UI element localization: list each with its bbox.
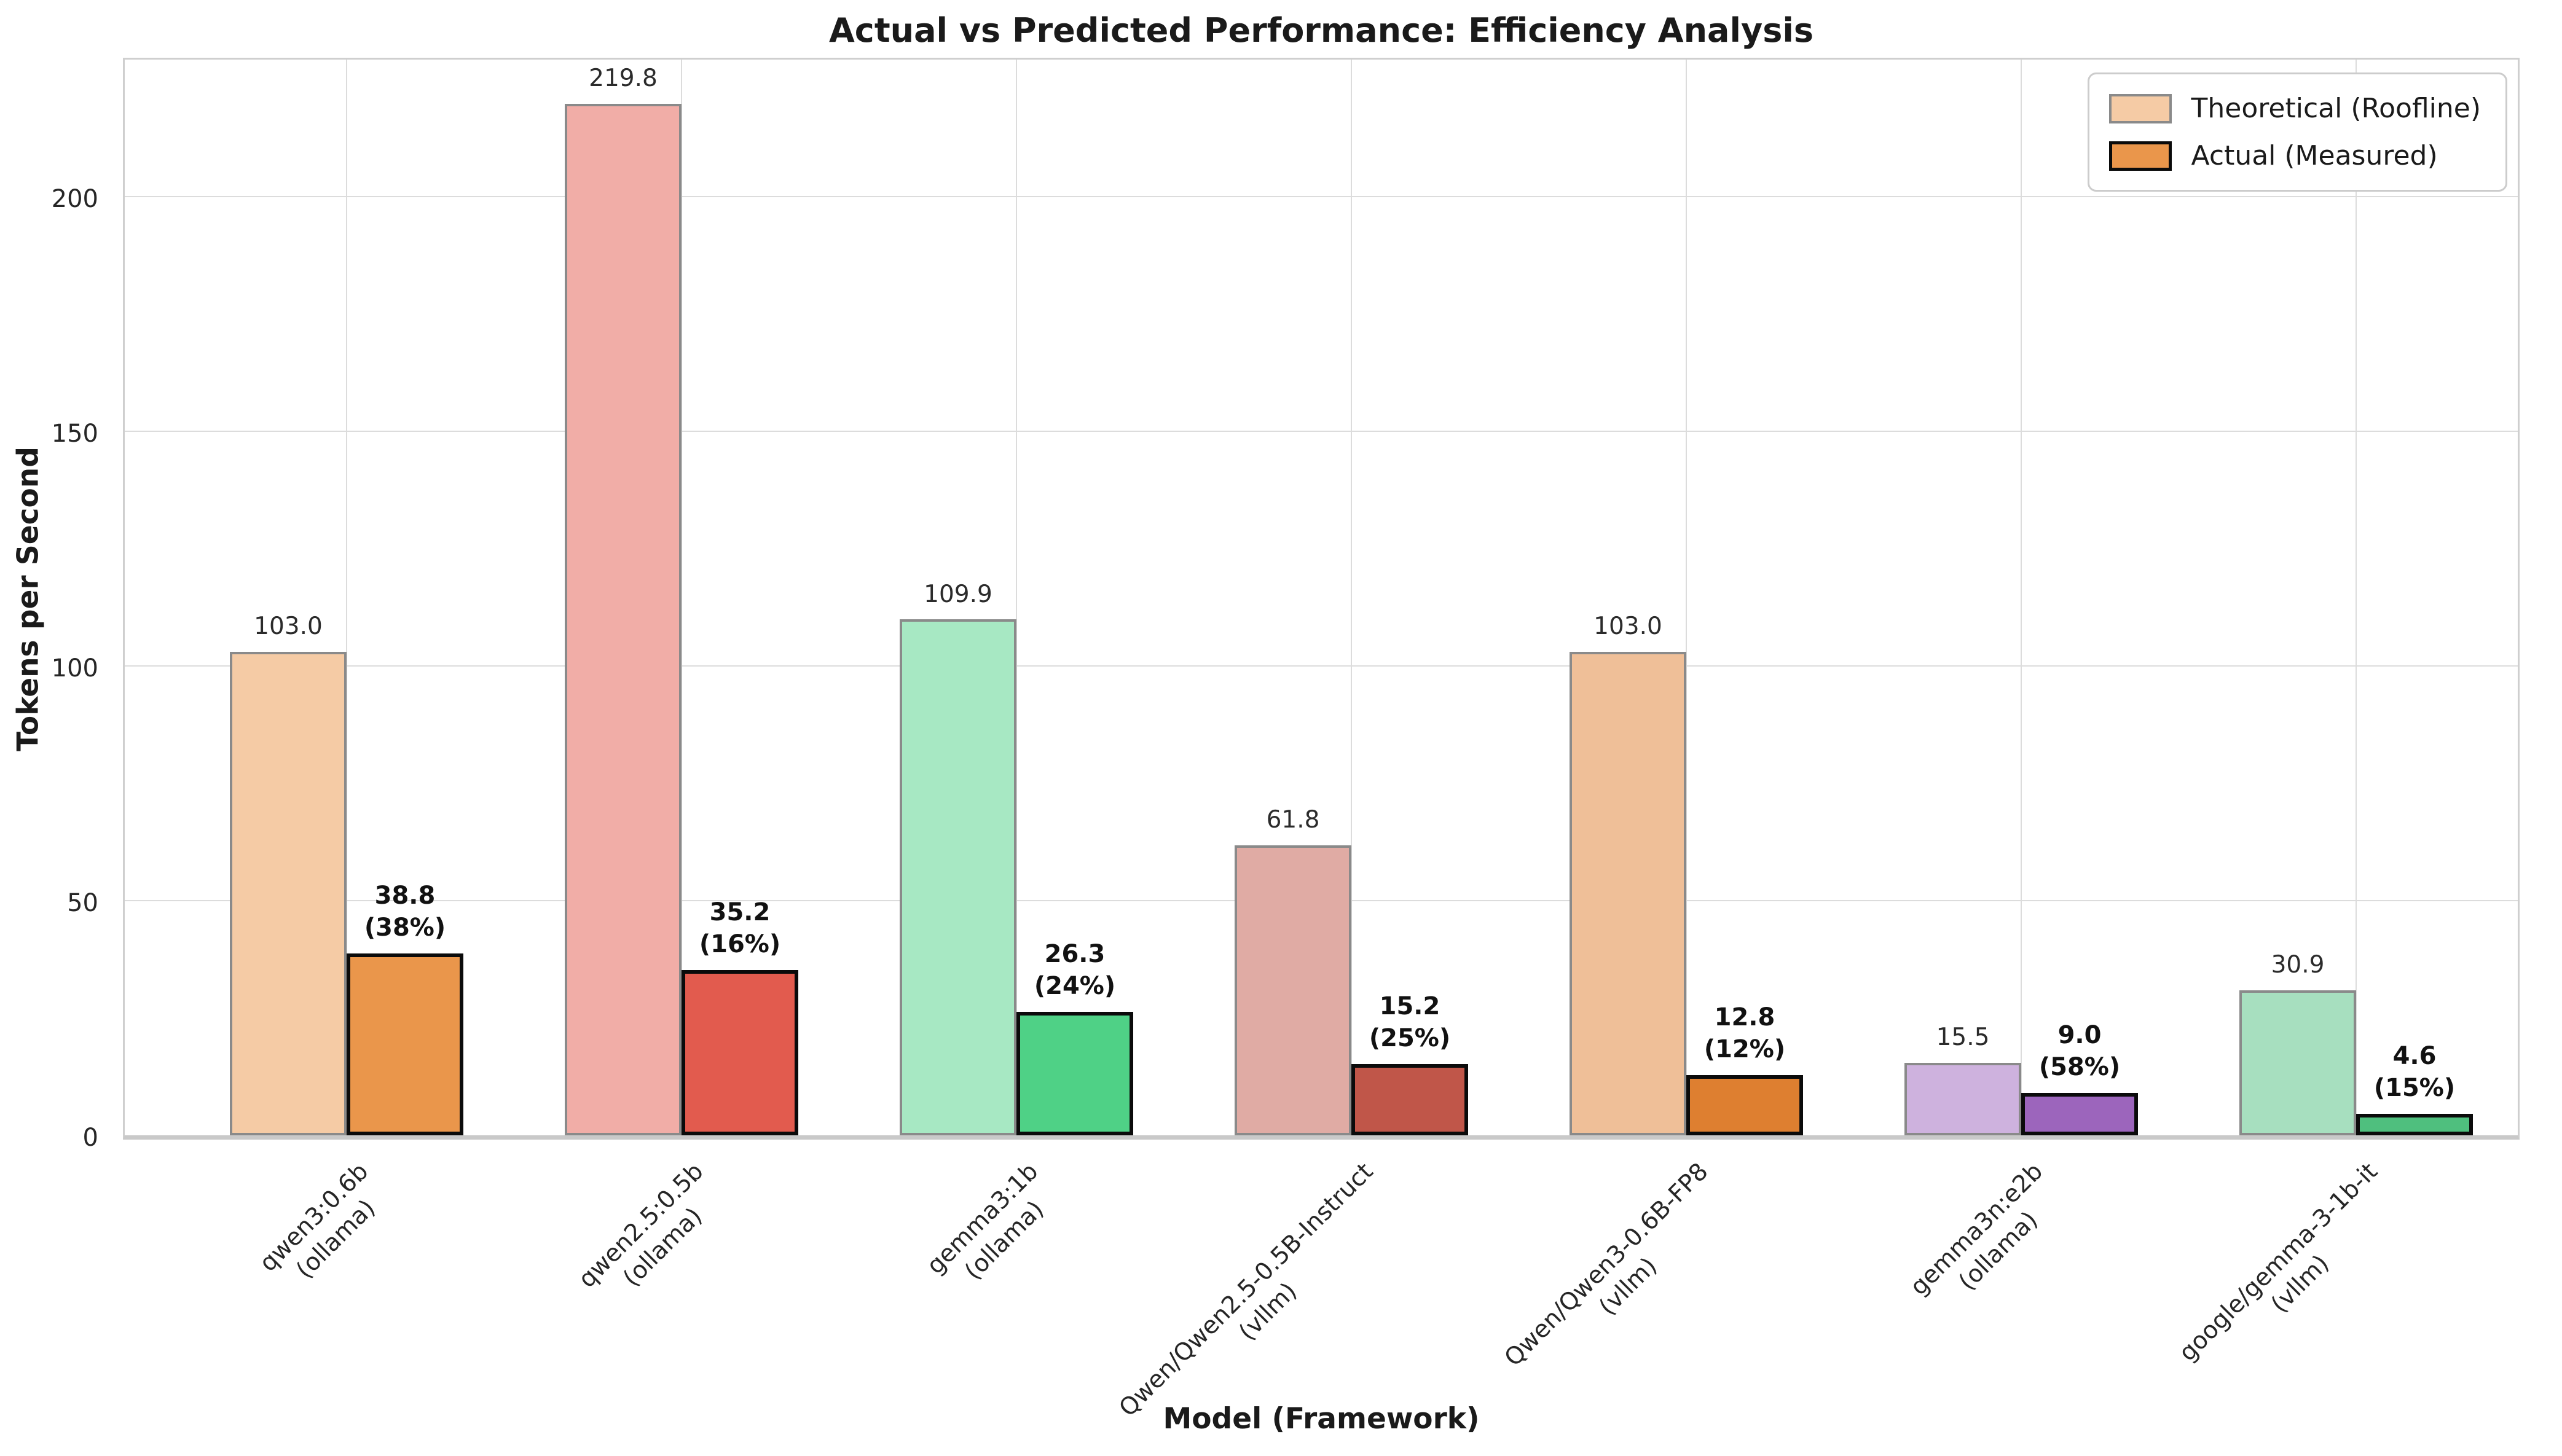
value-label-theoretical: 109.9 [924, 580, 992, 608]
bar-actual [1016, 1012, 1133, 1135]
y-axis-label: Tokens per Second [11, 447, 45, 751]
value-label-theoretical: 15.5 [1936, 1023, 1990, 1051]
bar-theoretical [2239, 990, 2356, 1135]
bar-actual [2021, 1093, 2138, 1135]
legend-label-theoretical: Theoretical (Roofline) [2191, 93, 2481, 124]
legend-item-theoretical: Theoretical (Roofline) [2108, 93, 2481, 124]
gridline-horizontal [125, 665, 2518, 667]
gridline-vertical [681, 60, 682, 1135]
y-tick-label: 150 [51, 420, 98, 448]
value-label-theoretical: 61.8 [1266, 806, 1320, 834]
value-label-theoretical: 103.0 [254, 613, 323, 641]
y-tick-label: 50 [67, 889, 98, 917]
bar-actual [1351, 1063, 1468, 1135]
value-label-actual: 26.3 (24%) [1034, 940, 1116, 1001]
gridline-horizontal [125, 196, 2518, 198]
legend: Theoretical (Roofline) Actual (Measured) [2087, 72, 2507, 192]
bar-actual [347, 953, 463, 1135]
gridline-vertical [2356, 60, 2357, 1135]
value-label-actual: 15.2 (25%) [1369, 992, 1451, 1052]
bar-theoretical [565, 103, 682, 1135]
legend-swatch-theoretical [2108, 93, 2172, 123]
legend-item-actual: Actual (Measured) [2108, 140, 2481, 171]
value-label-actual: 9.0 (58%) [2038, 1021, 2121, 1082]
x-tick-label: qwen3:0.6b (ollama) [254, 1157, 381, 1285]
value-label-actual: 38.8 (38%) [364, 881, 446, 942]
plot-area: 103.0 38.8 (38%) 219.8 35.2 (16%) 109.9 26.3 … [123, 58, 2520, 1140]
bar-theoretical [230, 652, 347, 1135]
x-axis-label: Model (Framework) [1163, 1402, 1480, 1436]
gridline-vertical [346, 60, 347, 1135]
value-label-actual: 4.6 (15%) [2373, 1041, 2456, 1102]
gridline-vertical [1016, 60, 1017, 1135]
gridline-vertical [2021, 60, 2022, 1135]
bar-theoretical [1904, 1062, 2021, 1135]
x-tick-label: qwen2.5:0.5b (ollama) [573, 1157, 709, 1294]
chart-title: Actual vs Predicted Performance: Efficie… [829, 11, 1813, 50]
x-tick-label: gemma3:1b (ollama) [921, 1157, 1050, 1286]
value-label-theoretical: 219.8 [589, 65, 658, 92]
bar-theoretical [1570, 652, 1686, 1135]
bar-theoretical [1235, 845, 1351, 1135]
value-label-actual: 12.8 (12%) [1703, 1003, 1786, 1064]
value-label-theoretical: 30.9 [2271, 951, 2325, 979]
x-tick-label: Qwen/Qwen3-0.6B-FP8 (vllm) [1499, 1157, 1714, 1372]
bar-actual [682, 970, 798, 1135]
gridline-vertical [1686, 60, 1687, 1135]
x-tick-label: google/gemma-3-1b-it (vllm) [2174, 1157, 2384, 1367]
legend-label-actual: Actual (Measured) [2191, 140, 2438, 171]
gridline-vertical [1351, 60, 1352, 1135]
value-label-actual: 35.2 (16%) [699, 898, 781, 959]
x-tick-label: gemma3n:e2b (ollama) [1904, 1157, 2049, 1301]
bar-actual [1686, 1075, 1803, 1135]
y-tick-label: 200 [51, 185, 98, 214]
y-tick-label: 0 [82, 1124, 98, 1152]
bar-actual [2356, 1113, 2473, 1135]
y-tick-label: 100 [51, 654, 98, 683]
value-label-theoretical: 103.0 [1593, 613, 1662, 641]
gridline-horizontal [125, 431, 2518, 432]
bar-theoretical [900, 619, 1016, 1135]
legend-swatch-actual [2108, 141, 2172, 171]
